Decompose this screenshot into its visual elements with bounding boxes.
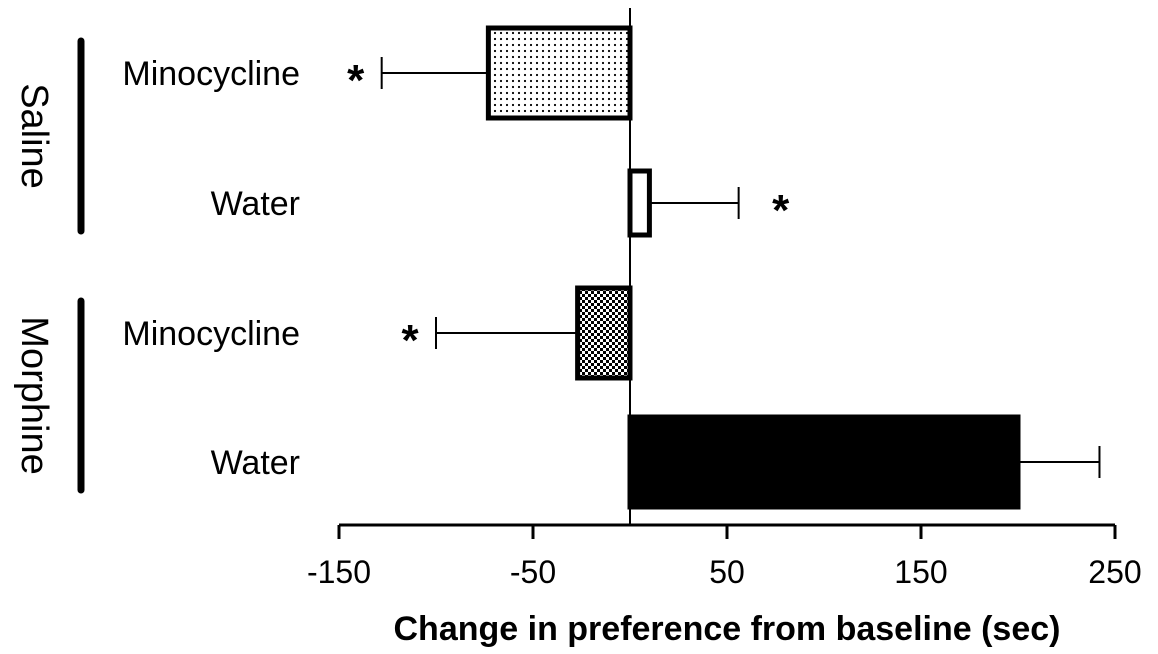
- group-label: Morphine: [13, 316, 55, 474]
- bar: [627, 414, 1021, 510]
- x-tick-label: -50: [510, 554, 556, 590]
- x-tick-label: 50: [709, 554, 745, 590]
- x-tick-label: 150: [894, 554, 947, 590]
- x-tick-label: 250: [1088, 554, 1141, 590]
- category-label: Minocycline: [122, 55, 300, 93]
- x-tick-label: -150: [307, 554, 371, 590]
- bar: [485, 25, 633, 121]
- group-label: Saline: [13, 83, 55, 189]
- x-axis: -150 -50 50 150 250: [307, 523, 1142, 590]
- significance-marker: *: [401, 316, 419, 365]
- category-label: Water: [211, 444, 300, 482]
- bars-layer: * Minocycline * Water * Minocycline Water: [122, 8, 1101, 525]
- significance-marker: *: [772, 186, 790, 235]
- significance-marker: *: [347, 56, 365, 105]
- group-brackets: Saline Morphine: [13, 37, 85, 494]
- x-axis-title: Change in preference from baseline (sec): [394, 610, 1061, 648]
- bar: [627, 168, 652, 238]
- category-label: Minocycline: [122, 315, 300, 353]
- category-label: Water: [211, 185, 300, 223]
- bar: [575, 285, 633, 381]
